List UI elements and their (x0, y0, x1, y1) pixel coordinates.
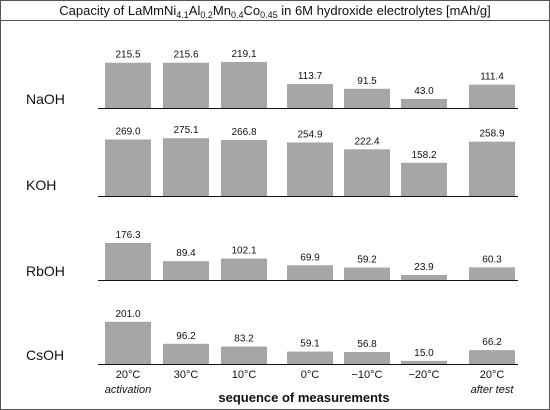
x-tick-note: activation (105, 384, 151, 396)
data-label: 215.5 (115, 50, 140, 61)
data-label: 113.7 (298, 71, 323, 82)
x-axis: 20°C activation 30°C 10°C 0°C −10°C −20°C 20°C a… (105, 369, 515, 396)
bar (105, 242, 151, 280)
data-label: 111.4 (480, 72, 504, 83)
data-label: 102.1 (231, 246, 256, 257)
series-label: RbOH (26, 263, 65, 279)
data-label: 89.4 (176, 248, 196, 259)
bar (344, 352, 390, 364)
title-subscript: 0.45 (260, 10, 278, 20)
data-label: 219.1 (231, 49, 256, 60)
bar (163, 343, 209, 364)
chart-panels: NaOH 215.5 215.6 219.1 113.7 91.5 43.0 111.4 KOH… (26, 49, 518, 365)
x-tick-note: after test (471, 384, 515, 396)
bar (221, 346, 267, 364)
data-label: 15.0 (414, 348, 434, 359)
bar (401, 162, 447, 196)
x-tick-label: −10°C (351, 369, 382, 381)
series-label: KOH (26, 177, 56, 193)
data-label: 269.0 (115, 127, 140, 138)
panel-csoh: CsOH 201.0 96.2 83.2 59.1 56.8 15.0 66.2 (26, 309, 518, 365)
bar (344, 149, 390, 196)
bar (469, 141, 515, 196)
bar (221, 258, 267, 280)
data-label: 222.4 (354, 136, 379, 147)
x-tick-label: 20°C (480, 369, 505, 381)
bar (221, 61, 267, 108)
bar (469, 350, 515, 364)
data-label: 254.9 (297, 129, 322, 140)
bar (469, 84, 515, 108)
title-text: Capacity of LaMmNi (59, 3, 176, 18)
data-label: 59.2 (357, 255, 377, 266)
title-subscript: 0.4 (231, 10, 244, 20)
panel-koh: KOH 269.0 275.1 266.8 254.9 222.4 158.2 258.9 (26, 125, 518, 197)
data-label: 83.2 (234, 334, 254, 345)
bar (287, 265, 333, 280)
bar (344, 267, 390, 280)
bar (105, 321, 151, 364)
title-subscript: 0.2 (200, 10, 213, 20)
bar (401, 274, 447, 280)
bar (105, 139, 151, 196)
bar (105, 62, 151, 108)
x-tick-label: 0°C (301, 369, 320, 381)
data-label: 23.9 (414, 262, 434, 273)
bar (401, 360, 447, 364)
bar (163, 138, 209, 196)
x-tick-label: 10°C (232, 369, 257, 381)
panel-rboh: RbOH 176.3 89.4 102.1 69.9 59.2 23.9 60.3 (26, 230, 518, 281)
data-label: 96.2 (176, 331, 196, 342)
data-label: 158.2 (411, 150, 436, 161)
series-label: CsOH (26, 347, 64, 363)
x-tick-label: 20°C (116, 369, 141, 381)
data-label: 91.5 (357, 76, 377, 87)
title-subscript: 4.1 (176, 10, 189, 20)
data-label: 176.3 (115, 230, 140, 241)
data-label: 56.8 (357, 339, 377, 350)
title-text: Al (189, 3, 201, 18)
data-label: 275.1 (173, 125, 198, 136)
data-label: 66.2 (482, 337, 502, 348)
data-label: 60.3 (482, 254, 502, 265)
x-tick-label: −20°C (408, 369, 439, 381)
title-text: in 6M hydroxide electrolytes [mAh/g] (278, 3, 491, 18)
bar (287, 142, 333, 196)
bar (163, 62, 209, 108)
data-label: 69.9 (300, 252, 320, 263)
data-label: 59.1 (300, 339, 320, 350)
title-text: Co (243, 3, 260, 18)
panel-naoh: NaOH 215.5 215.6 219.1 113.7 91.5 43.0 111.4 (26, 49, 518, 109)
series-label: NaOH (26, 91, 65, 107)
title-text: Mn (213, 3, 231, 18)
x-tick-label: 30°C (174, 369, 199, 381)
data-label: 258.9 (479, 129, 504, 140)
data-label: 266.8 (231, 127, 256, 138)
chart-title: Capacity of LaMmNi4.1Al0.2Mn0.4Co0.45 in… (59, 3, 491, 20)
x-axis-title: sequence of measurements (218, 390, 389, 405)
bar (287, 84, 333, 108)
data-label: 215.6 (173, 50, 198, 61)
bar (344, 88, 390, 108)
data-label: 201.0 (115, 309, 140, 320)
bar (401, 98, 447, 108)
bar (287, 351, 333, 364)
bar (221, 139, 267, 196)
bar (163, 261, 209, 280)
data-label: 43.0 (414, 86, 434, 97)
bar (469, 267, 515, 280)
